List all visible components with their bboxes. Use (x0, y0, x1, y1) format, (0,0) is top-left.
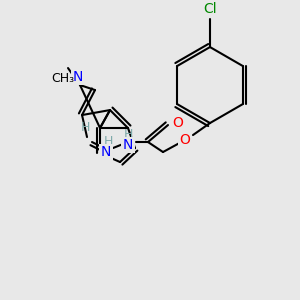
Text: Cl: Cl (203, 2, 217, 16)
Text: N: N (123, 138, 133, 152)
Text: H: H (80, 121, 90, 134)
Text: H: H (123, 128, 133, 140)
Text: CH₃: CH₃ (52, 72, 75, 85)
Text: N: N (73, 70, 83, 84)
Text: N: N (101, 145, 111, 159)
Text: O: O (172, 116, 183, 130)
Text: O: O (180, 133, 190, 147)
Text: H: H (103, 134, 113, 148)
